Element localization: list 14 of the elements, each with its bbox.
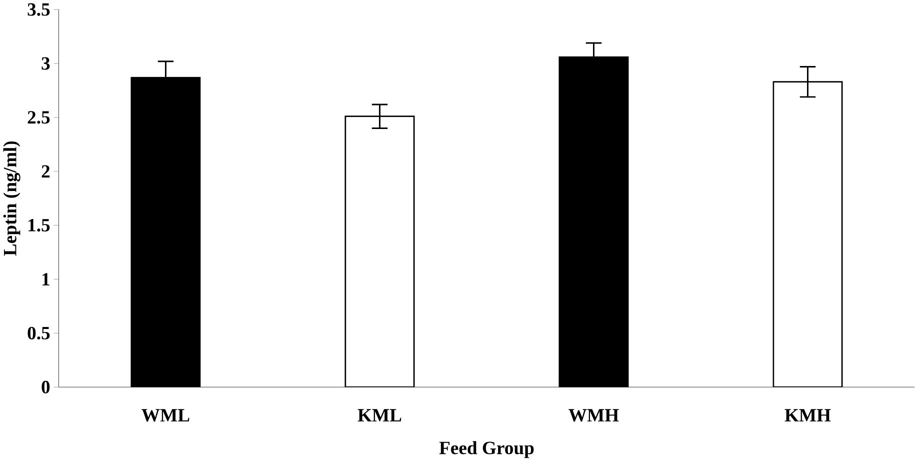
y-tick-label: 0.5 bbox=[28, 326, 50, 340]
y-tick-label: 0 bbox=[42, 380, 50, 394]
y-tick-label: 3.5 bbox=[28, 3, 50, 16]
y-tick-label: 1.5 bbox=[28, 218, 50, 232]
y-axis-title: Leptin (ng/ml) bbox=[3, 141, 20, 256]
x-axis-title: Feed Group bbox=[439, 441, 534, 458]
y-tick-label: 2 bbox=[42, 165, 50, 178]
y-tick-label: 3 bbox=[42, 57, 50, 70]
x-tick-label: KMH bbox=[784, 409, 831, 422]
x-tick-label: WMH bbox=[568, 409, 619, 422]
y-tick-label: 1 bbox=[42, 272, 50, 286]
x-tick-label: KML bbox=[358, 409, 402, 422]
y-tick-label: 2.5 bbox=[28, 110, 50, 124]
x-tick-label: WML bbox=[142, 409, 190, 422]
